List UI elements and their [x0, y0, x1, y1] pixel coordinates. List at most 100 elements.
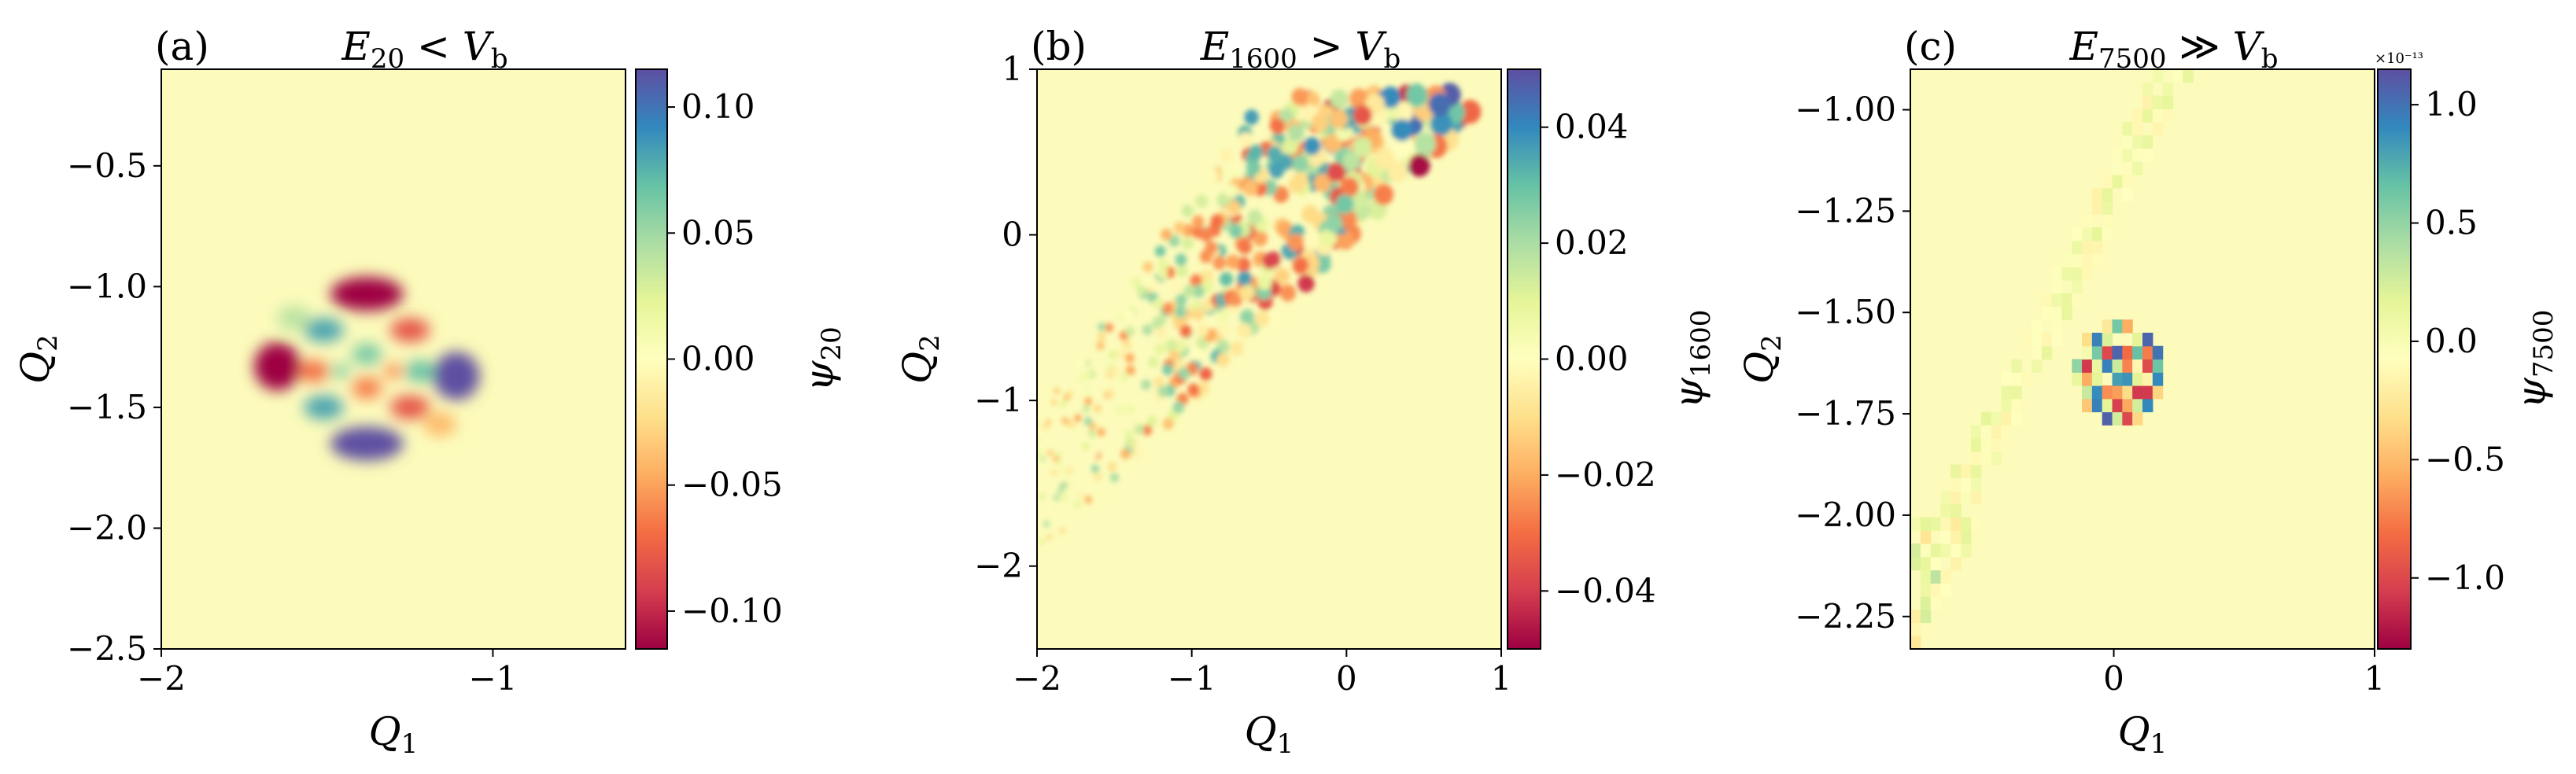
- pixel: [2001, 372, 2012, 386]
- pixel: [2072, 372, 2083, 386]
- pattern-mark: [1190, 274, 1202, 288]
- pattern-mark: [1116, 348, 1127, 359]
- pattern-mark: [1090, 449, 1098, 459]
- pixel: [2142, 95, 2153, 109]
- y-axis-label: Q2: [1736, 334, 1788, 384]
- pixel: [2152, 122, 2164, 136]
- pattern-mark: [1124, 437, 1135, 448]
- pixel: [2132, 333, 2143, 347]
- pattern-mark: [1097, 427, 1105, 437]
- pixel: [1920, 530, 1932, 544]
- pixel: [1970, 517, 1982, 531]
- pattern-mark: [1297, 274, 1315, 293]
- pattern-mark: [1291, 87, 1308, 106]
- lobe: [352, 377, 382, 400]
- pixel: [2152, 345, 2164, 360]
- pattern-mark: [1122, 339, 1132, 350]
- pixel: [2051, 333, 2062, 347]
- x-tick-label: 1: [1491, 659, 1512, 698]
- x-tick-label: −2: [137, 659, 186, 698]
- pixel: [2082, 398, 2093, 413]
- pixel: [1930, 596, 1942, 610]
- pixel: [2152, 385, 2164, 400]
- pixel: [2091, 398, 2103, 413]
- lobe: [423, 412, 457, 437]
- pattern-mark: [1063, 393, 1071, 401]
- panel-a: −2 −1 −2.5 −2.0 −1.5 −1.0 −0.5 Q1 Q2 (a) E20 < Vb −…: [13, 24, 847, 760]
- pixel: [2072, 253, 2083, 267]
- pattern-mark: [1168, 234, 1180, 247]
- y-tick-label: −2.25: [1795, 597, 1896, 636]
- pattern-mark: [1243, 180, 1258, 197]
- pixel: [1910, 609, 1921, 624]
- pixel: [1961, 477, 1972, 492]
- pixel: [2142, 82, 2153, 97]
- pixel: [2142, 148, 2153, 162]
- pixel: [2061, 293, 2072, 308]
- pixel: [1961, 530, 1972, 544]
- pattern-mark: [1142, 424, 1153, 436]
- pixel: [2162, 95, 2174, 109]
- pixel: [2112, 398, 2123, 413]
- pixel: [2091, 227, 2103, 241]
- pixel: [2122, 161, 2133, 175]
- pixel: [2183, 69, 2194, 83]
- pattern-mark: [1142, 261, 1153, 273]
- heatmap-field: [1910, 69, 2375, 649]
- pixel: [2112, 175, 2123, 189]
- pixel: [2122, 372, 2133, 386]
- pixel: [1961, 464, 1972, 478]
- pattern-mark: [1374, 147, 1395, 170]
- x-axis-label: Q1: [1245, 709, 1294, 760]
- pixel: [2072, 240, 2083, 255]
- y-tick-label: −2.5: [67, 629, 147, 668]
- x-axis-label: Q1: [2118, 709, 2168, 760]
- pixel: [2142, 109, 2153, 123]
- colorbar-gradient: [635, 68, 668, 650]
- pattern-mark: [1330, 89, 1349, 109]
- colorbar-label: ψ1600: [1666, 310, 1717, 409]
- pattern-mark: [1373, 183, 1394, 205]
- pattern-mark: [1329, 109, 1348, 129]
- colorbar-exponent: ×10⁻¹³: [2375, 50, 2423, 67]
- pattern-mark: [1136, 285, 1146, 297]
- pattern-mark: [1319, 229, 1338, 249]
- lobe: [304, 318, 344, 343]
- pattern-mark: [1176, 264, 1188, 278]
- pattern-mark: [1380, 87, 1401, 109]
- pixel: [2132, 161, 2143, 175]
- pattern-mark: [1349, 88, 1368, 109]
- pixel: [2082, 214, 2093, 228]
- axes-frame: [1036, 68, 1502, 650]
- colorbar: −0.04 −0.02 0.00 0.02 0.04 ψ1600: [1507, 68, 1717, 650]
- pixel: [2152, 359, 2164, 373]
- pattern-mark: [1066, 466, 1074, 474]
- pixel: [1920, 583, 1932, 597]
- pixel: [2122, 398, 2133, 413]
- pixel: [2021, 333, 2032, 347]
- pixel: [1950, 477, 1962, 492]
- colorbar-tick-label: −0.04: [1555, 571, 1656, 610]
- pixel: [2102, 187, 2113, 202]
- x-tick-label: 1: [2364, 659, 2386, 698]
- pixel: [2122, 187, 2133, 202]
- pixel: [2162, 109, 2174, 123]
- heatmap-field: [161, 69, 626, 649]
- lobe: [304, 395, 344, 420]
- pixel: [2011, 372, 2022, 386]
- pixel: [2091, 345, 2103, 360]
- pattern-mark: [1268, 161, 1285, 179]
- pixel: [1991, 451, 2002, 466]
- lobe: [389, 318, 430, 343]
- pixel: [2112, 148, 2123, 162]
- pixel: [2102, 345, 2113, 360]
- pattern-mark: [1238, 238, 1253, 255]
- pattern-mark: [1057, 487, 1065, 495]
- pattern-mark: [1064, 418, 1071, 426]
- axes-frame: [161, 68, 626, 650]
- pattern-mark: [1061, 495, 1069, 503]
- pixel: [2072, 293, 2083, 308]
- pattern-mark: [1181, 204, 1194, 217]
- pixel: [1961, 491, 1972, 505]
- pattern-mark: [1124, 352, 1135, 363]
